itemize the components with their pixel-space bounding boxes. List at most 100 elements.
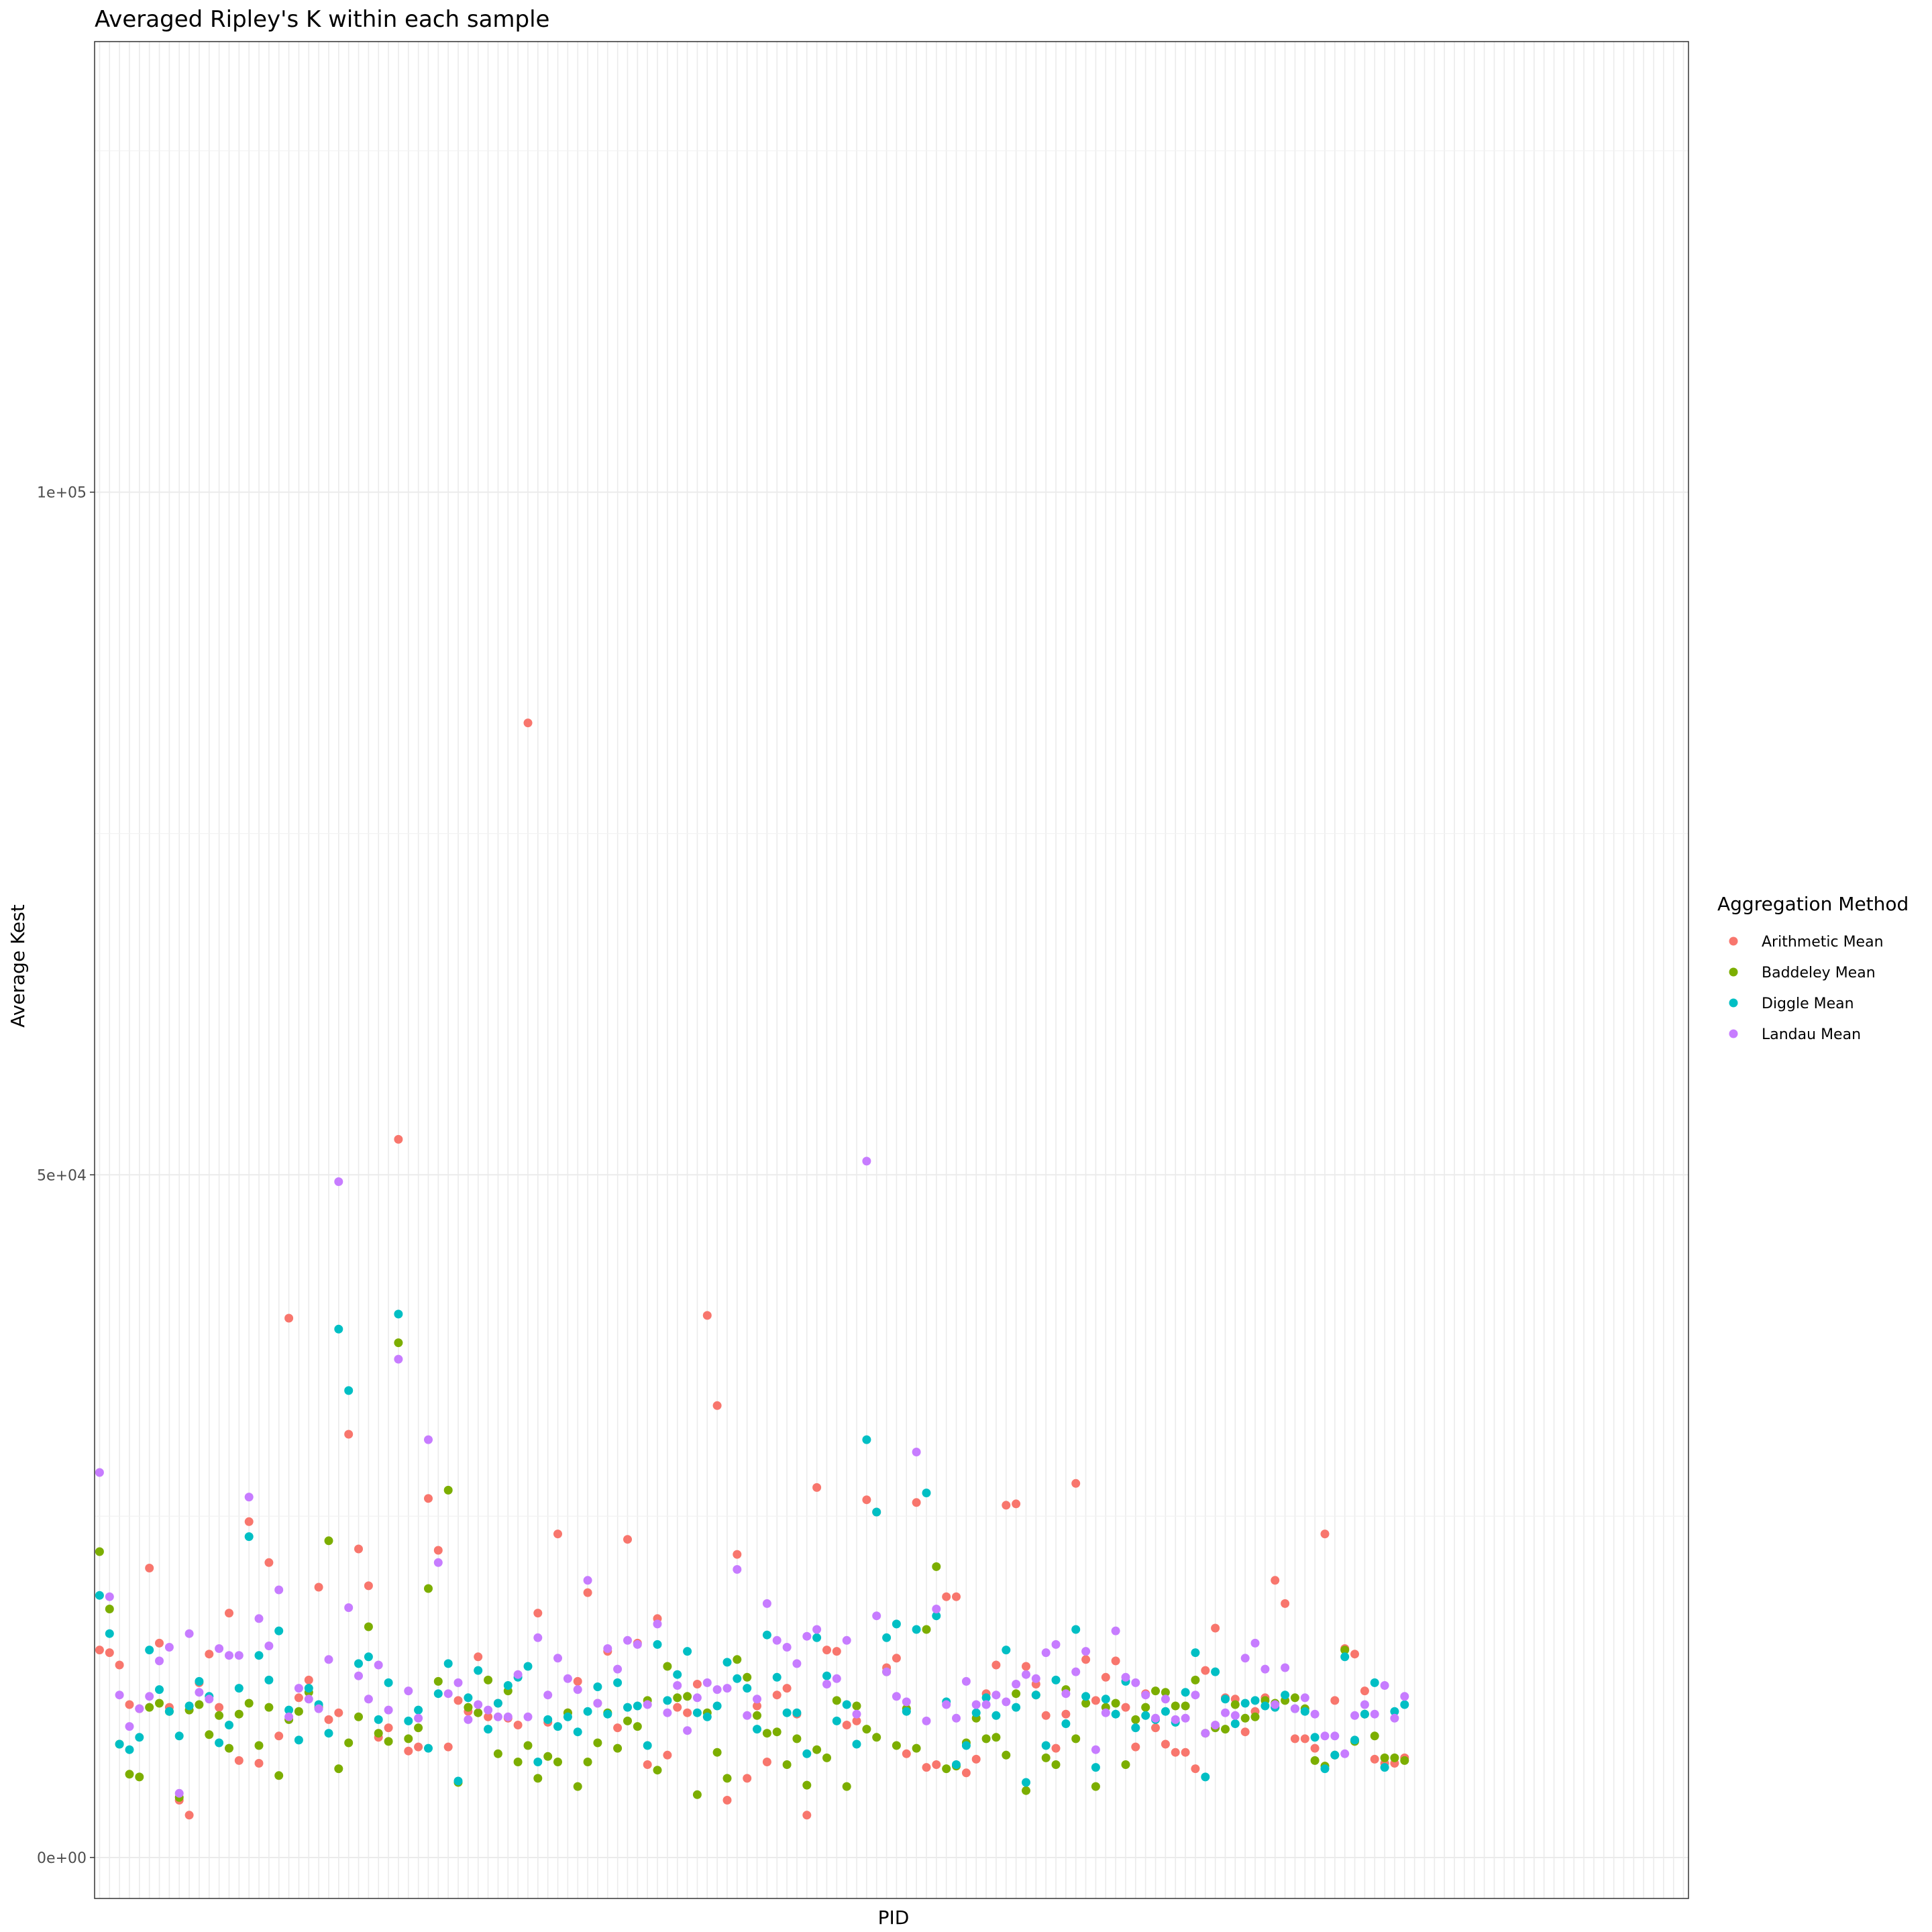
- data-point: [274, 1585, 284, 1595]
- data-point: [712, 1748, 722, 1757]
- data-point: [902, 1707, 911, 1716]
- plot-panel: [94, 41, 1689, 1899]
- data-point: [692, 1680, 702, 1688]
- data-point: [215, 1644, 224, 1653]
- data-point: [733, 1565, 742, 1574]
- data-point: [832, 1674, 841, 1683]
- data-point: [354, 1712, 363, 1721]
- data-point: [195, 1688, 204, 1697]
- data-point: [384, 1678, 393, 1687]
- data-point: [852, 1709, 861, 1719]
- data-point: [762, 1758, 771, 1766]
- data-point: [464, 1715, 473, 1724]
- data-point: [623, 1635, 632, 1645]
- data-point: [474, 1652, 483, 1662]
- data-point: [802, 1749, 812, 1758]
- data-point: [284, 1313, 294, 1323]
- data-point: [195, 1676, 204, 1686]
- data-point: [1012, 1680, 1021, 1688]
- legend-label: Arithmetic Mean: [1762, 934, 1884, 951]
- data-point: [1022, 1778, 1030, 1787]
- data-point: [952, 1713, 961, 1723]
- data-point: [1161, 1739, 1170, 1749]
- data-point: [205, 1695, 214, 1704]
- data-point: [942, 1592, 951, 1601]
- data-point: [782, 1684, 792, 1693]
- data-point: [772, 1635, 782, 1645]
- data-point: [932, 1562, 941, 1571]
- data-point: [942, 1700, 951, 1709]
- data-point: [135, 1772, 144, 1782]
- data-point: [673, 1670, 682, 1679]
- data-point: [1002, 1750, 1011, 1760]
- data-point: [1360, 1709, 1369, 1719]
- data-point: [692, 1790, 702, 1799]
- data-point: [1390, 1753, 1399, 1762]
- data-point: [1151, 1713, 1160, 1723]
- data-point: [832, 1647, 841, 1656]
- data-point: [374, 1729, 383, 1738]
- data-point: [981, 1734, 991, 1743]
- data-point: [822, 1680, 831, 1688]
- data-point: [1041, 1648, 1051, 1658]
- data-point: [1300, 1707, 1309, 1716]
- data-point: [453, 1776, 463, 1786]
- data-point: [1201, 1772, 1210, 1782]
- data-point: [324, 1715, 333, 1724]
- data-point: [702, 1712, 712, 1721]
- data-point: [991, 1733, 1001, 1742]
- data-point: [244, 1699, 254, 1708]
- data-point: [1330, 1696, 1340, 1705]
- data-point: [1330, 1731, 1340, 1741]
- data-point: [932, 1611, 941, 1621]
- data-point: [1002, 1646, 1011, 1655]
- data-point: [523, 1712, 533, 1721]
- data-point: [334, 1708, 343, 1717]
- data-point: [1191, 1764, 1200, 1774]
- data-point: [1221, 1725, 1230, 1734]
- data-point: [573, 1685, 582, 1695]
- data-point: [1320, 1764, 1330, 1774]
- data-point: [952, 1760, 961, 1769]
- data-point: [184, 1811, 194, 1820]
- data-point: [1101, 1695, 1110, 1704]
- data-point: [264, 1642, 274, 1650]
- data-point: [433, 1689, 443, 1699]
- data-point: [533, 1758, 543, 1766]
- data-point: [603, 1644, 612, 1653]
- data-point: [892, 1654, 901, 1663]
- data-point: [294, 1707, 303, 1716]
- data-point: [802, 1811, 812, 1820]
- data-point: [663, 1708, 672, 1717]
- data-point: [225, 1609, 233, 1618]
- data-point: [145, 1564, 154, 1572]
- data-point: [782, 1708, 792, 1717]
- data-point: [663, 1696, 672, 1705]
- data-point: [364, 1695, 373, 1704]
- data-point: [1031, 1674, 1040, 1683]
- data-point: [613, 1723, 623, 1733]
- data-point: [1201, 1666, 1210, 1675]
- data-point: [414, 1723, 423, 1733]
- data-point: [842, 1721, 851, 1729]
- data-point: [832, 1716, 841, 1725]
- y-axis: 0e+00 5e+04 1e+05: [37, 485, 95, 1867]
- data-point: [1300, 1734, 1309, 1743]
- data-point: [1340, 1652, 1350, 1662]
- data-point: [712, 1685, 722, 1695]
- data-point: [254, 1651, 264, 1660]
- data-point: [802, 1631, 812, 1641]
- data-point: [274, 1771, 284, 1780]
- data-point: [174, 1731, 184, 1741]
- data-point: [314, 1582, 323, 1592]
- data-point: [443, 1689, 453, 1699]
- data-point: [902, 1749, 911, 1758]
- data-point: [254, 1759, 264, 1768]
- data-point: [623, 1703, 632, 1712]
- legend-title: Aggregation Method: [1717, 893, 1909, 915]
- data-point: [1181, 1688, 1190, 1697]
- data-point: [852, 1701, 861, 1711]
- data-point: [971, 1708, 981, 1717]
- data-point: [484, 1712, 493, 1721]
- data-point: [812, 1633, 822, 1642]
